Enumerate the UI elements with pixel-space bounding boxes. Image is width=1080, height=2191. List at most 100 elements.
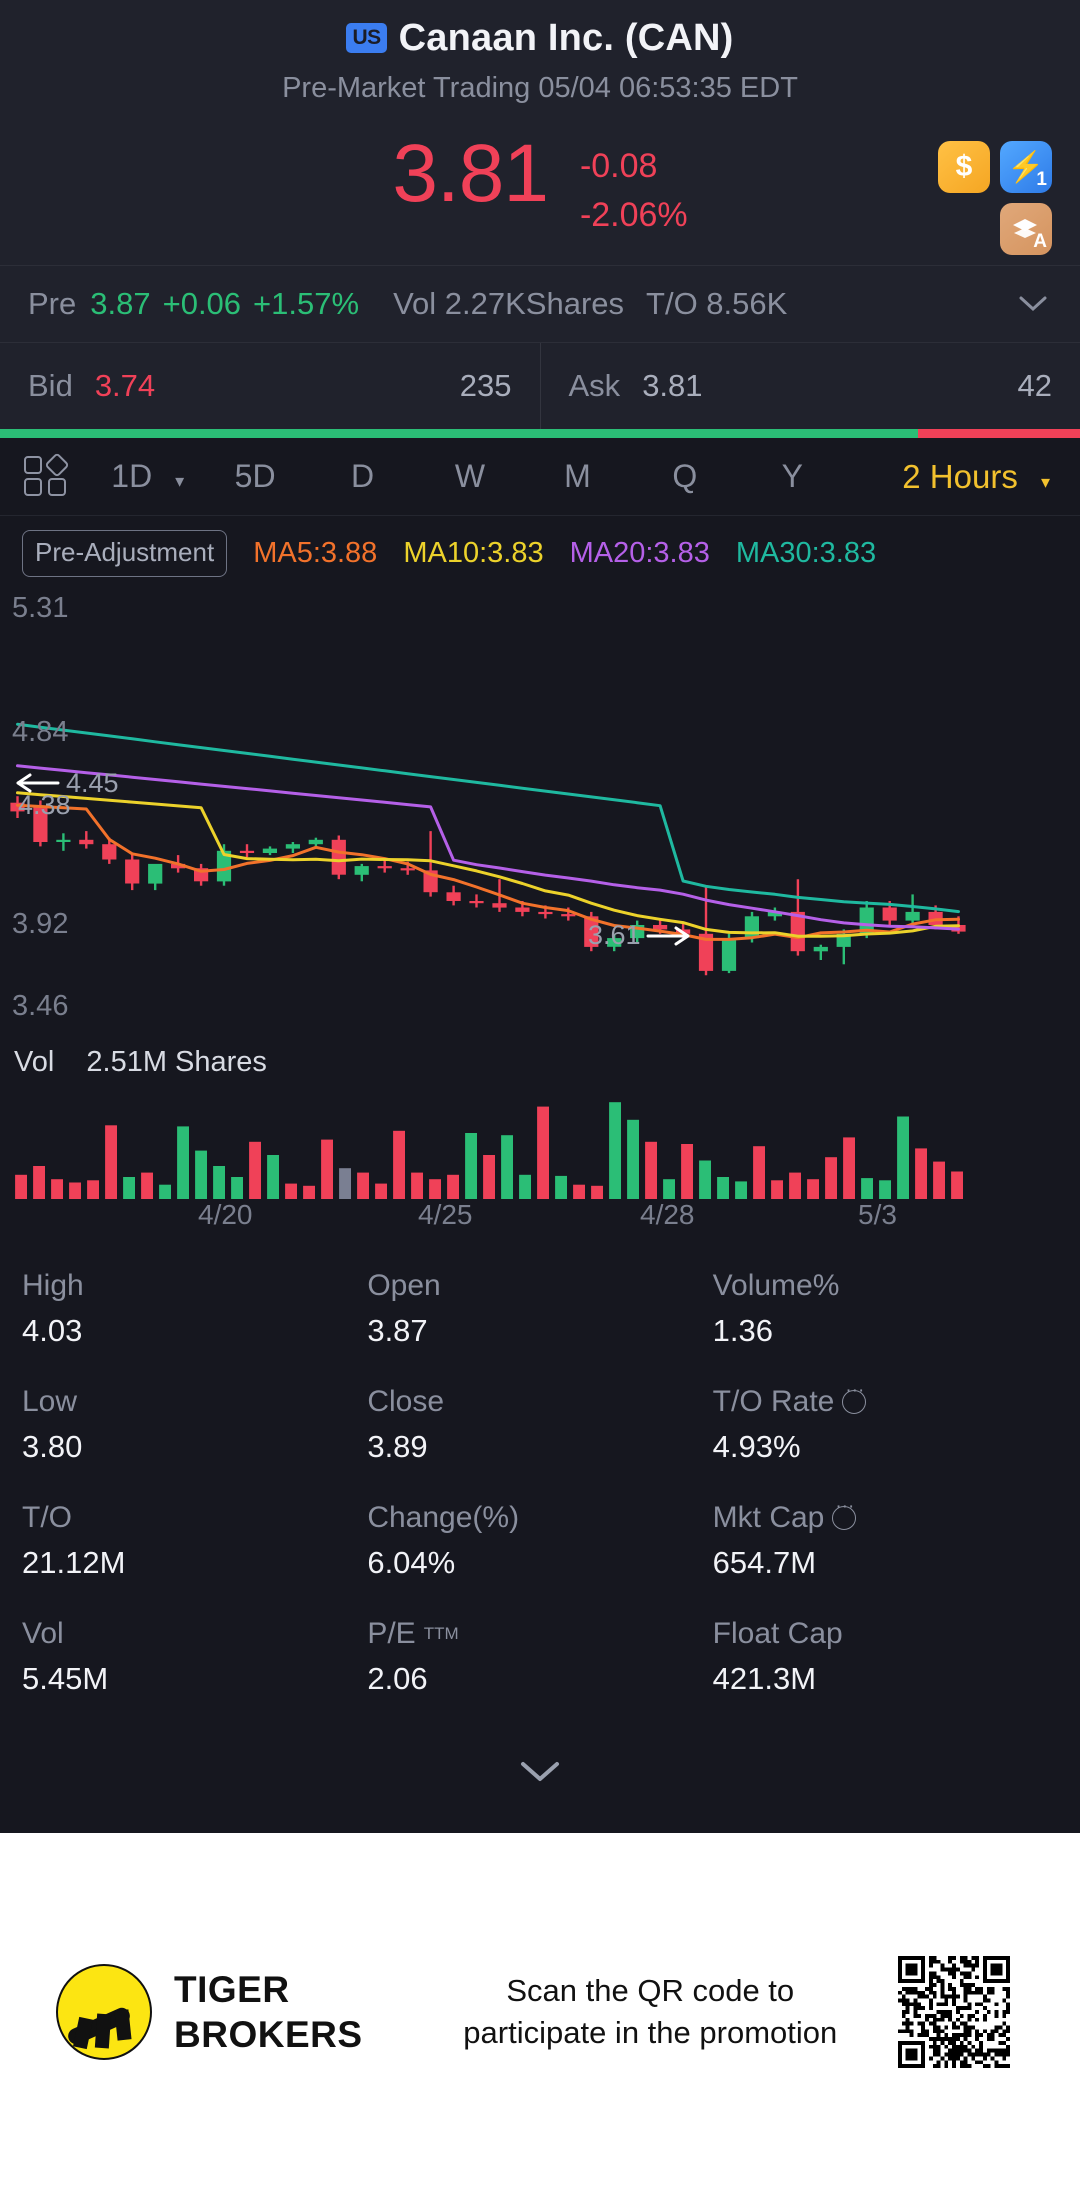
stats-row: T/O 21.12M Change(%) 6.04% Mkt Cap 654.7… (0, 1496, 1080, 1581)
tab-5d[interactable]: 5D (234, 458, 276, 494)
page-title: Canaan Inc. (CAN) (398, 16, 734, 59)
stat-volume-pct-value: 1.36 (712, 1313, 773, 1348)
ask-quantity: 42 (1017, 368, 1052, 403)
stat-mkt-cap: Mkt Cap 654.7M (712, 1496, 1058, 1581)
pre-turnover: T/O 8.56K (646, 286, 788, 321)
bid-cell[interactable]: Bid 3.74 235 (0, 343, 540, 429)
pre-market-row[interactable]: Pre 3.87 +0.06 +1.57% Vol 2.27KShares T/… (0, 265, 1080, 343)
session-status: Pre-Market Trading 05/04 06:53:35 EDT (282, 72, 798, 104)
stat-vol-value: 5.45M (22, 1661, 109, 1696)
layers-badge[interactable]: A (1000, 203, 1052, 255)
dollar-badge[interactable]: $ (938, 141, 990, 193)
bid-price: 3.74 (94, 368, 156, 403)
stat-to-rate: T/O Rate 4.93% (713, 1380, 1058, 1465)
tab-d[interactable]: D (351, 458, 375, 494)
stat-float-cap-label: Float Cap (712, 1617, 843, 1650)
info-icon[interactable] (832, 1496, 857, 1530)
promo-line-2: participate in the promotion (463, 2015, 838, 2050)
bolt-badge[interactable]: ⚡ 1 (1000, 141, 1052, 193)
tab-selected-interval[interactable]: 2 Hours ▾ (846, 458, 1066, 496)
tab-m[interactable]: M (564, 458, 591, 494)
stat-close-value: 3.89 (367, 1429, 428, 1464)
pre-volume: Vol 2.27KShares (393, 286, 625, 321)
bid-ask-ratio-bar (0, 429, 1080, 438)
ma30-legend: MA30:3.83 (735, 536, 877, 569)
stat-high-value: 4.03 (22, 1313, 83, 1348)
stat-pe-value: 2.06 (367, 1661, 428, 1696)
low-marker-3-61: 3.61 (588, 920, 641, 950)
expand-stats-button[interactable] (0, 1743, 1080, 1803)
chevron-down-icon[interactable]: ▾ (1041, 471, 1051, 492)
tab-y[interactable]: Y (781, 458, 803, 494)
stat-low-value: 3.80 (22, 1429, 83, 1464)
stat-open-label: Open (367, 1269, 441, 1302)
stats-row: Low 3.80 Close 3.89 T/O Rate 4.93% (0, 1380, 1080, 1465)
chevron-down-icon (518, 1754, 562, 1792)
stat-pe-superscript: TTM (423, 1624, 459, 1643)
brand-line-1: TIGER (174, 1968, 290, 2010)
stat-close-label: Close (367, 1385, 445, 1418)
info-icon[interactable] (842, 1380, 867, 1414)
tab-1d[interactable]: 1D ▾ (94, 458, 201, 495)
pre-adjustment-button[interactable]: Pre-Adjustment (22, 529, 228, 577)
stat-mkt-cap-value: 654.7M (712, 1545, 817, 1580)
bid-ratio-fill (0, 429, 918, 438)
change-percent: -2.06% (579, 196, 688, 234)
ask-cell[interactable]: Ask 3.81 42 (539, 343, 1080, 429)
tiger-logo-icon (56, 1964, 152, 2060)
brand-line-2: BROKERS (174, 2014, 363, 2055)
stat-turnover-label: T/O (22, 1501, 72, 1534)
promo-line-1: Scan the QR code to (506, 1973, 795, 2009)
pre-label: Pre (28, 286, 77, 321)
stat-change-pct-label: Change(%) (367, 1501, 520, 1534)
grid-icon[interactable] (24, 451, 70, 500)
stat-low: Low 3.80 (22, 1385, 367, 1465)
stats-row: Vol 5.45M P/E TTM 2.06 Float Cap 421.3M (0, 1617, 1080, 1697)
bid-label: Bid (28, 368, 73, 403)
last-price: 3.81 (392, 128, 549, 219)
stat-pe-label: P/E (367, 1617, 416, 1650)
x-tick-2: 4/28 (640, 1199, 695, 1230)
stat-volume-pct: Volume% 1.36 (713, 1269, 1058, 1349)
market-badge: US (346, 23, 387, 53)
ask-label: Ask (568, 368, 621, 403)
low-marker-arrow-icon (644, 918, 690, 957)
pre-price: 3.87 (90, 286, 151, 321)
tab-q[interactable]: Q (672, 458, 698, 494)
stat-vol: Vol 5.45M (22, 1617, 367, 1697)
ma-marker-4-45: 4.45 (66, 768, 119, 798)
volume-header: Vol 2.51M Shares (0, 1040, 1080, 1079)
qr-code[interactable] (898, 1956, 1010, 2068)
stat-high: High 4.03 (22, 1269, 367, 1349)
stat-change-pct: Change(%) 6.04% (367, 1501, 712, 1581)
brand-block: TIGER BROKERS (56, 1964, 363, 2060)
badge-group: $ ⚡ 1 A (932, 141, 1052, 255)
bid-ask-row: Bid 3.74 235 Ask 3.81 42 (0, 343, 1080, 429)
y-tick-2: 3.92 (12, 908, 69, 940)
stat-pe: P/E TTM 2.06 (367, 1617, 712, 1697)
stat-vol-label: Vol (22, 1617, 64, 1650)
ma5-legend: MA5:3.88 (253, 536, 378, 569)
stat-high-label: High (22, 1269, 84, 1302)
stat-open: Open 3.87 (367, 1269, 712, 1349)
brand-name: TIGER BROKERS (174, 1967, 363, 2057)
tab-1d-label: 1D (111, 458, 153, 494)
ask-ratio-fill (918, 429, 1080, 438)
price-chart[interactable]: 5.31 4.84 3.92 3.46 4.45 4.38 3.61 (0, 590, 1080, 1040)
chevron-down-icon[interactable] (1018, 289, 1048, 320)
volume-chart[interactable] (0, 1079, 1080, 1199)
chevron-down-icon[interactable]: ▾ (175, 471, 185, 491)
stats-row: High 4.03 Open 3.87 Volume% 1.36 (0, 1269, 1080, 1349)
stat-float-cap: Float Cap 421.3M (713, 1617, 1058, 1697)
ma20-legend: MA20:3.83 (569, 536, 710, 569)
date-axis: 4/20 4/25 4/28 5/3 (0, 1199, 1080, 1245)
stat-change-pct-value: 6.04% (367, 1545, 456, 1580)
x-tick-1: 4/25 (418, 1199, 473, 1230)
stats-grid: High 4.03 Open 3.87 Volume% 1.36 Low 3.8… (0, 1245, 1080, 1743)
volume-canvas (15, 1102, 963, 1199)
title-row: US Canaan Inc. (CAN) (0, 10, 1080, 66)
volume-label: Vol (14, 1046, 55, 1078)
selected-interval-label: 2 Hours (902, 457, 1018, 495)
tab-w[interactable]: W (454, 458, 486, 494)
high-marker-arrow-icon (16, 765, 62, 804)
